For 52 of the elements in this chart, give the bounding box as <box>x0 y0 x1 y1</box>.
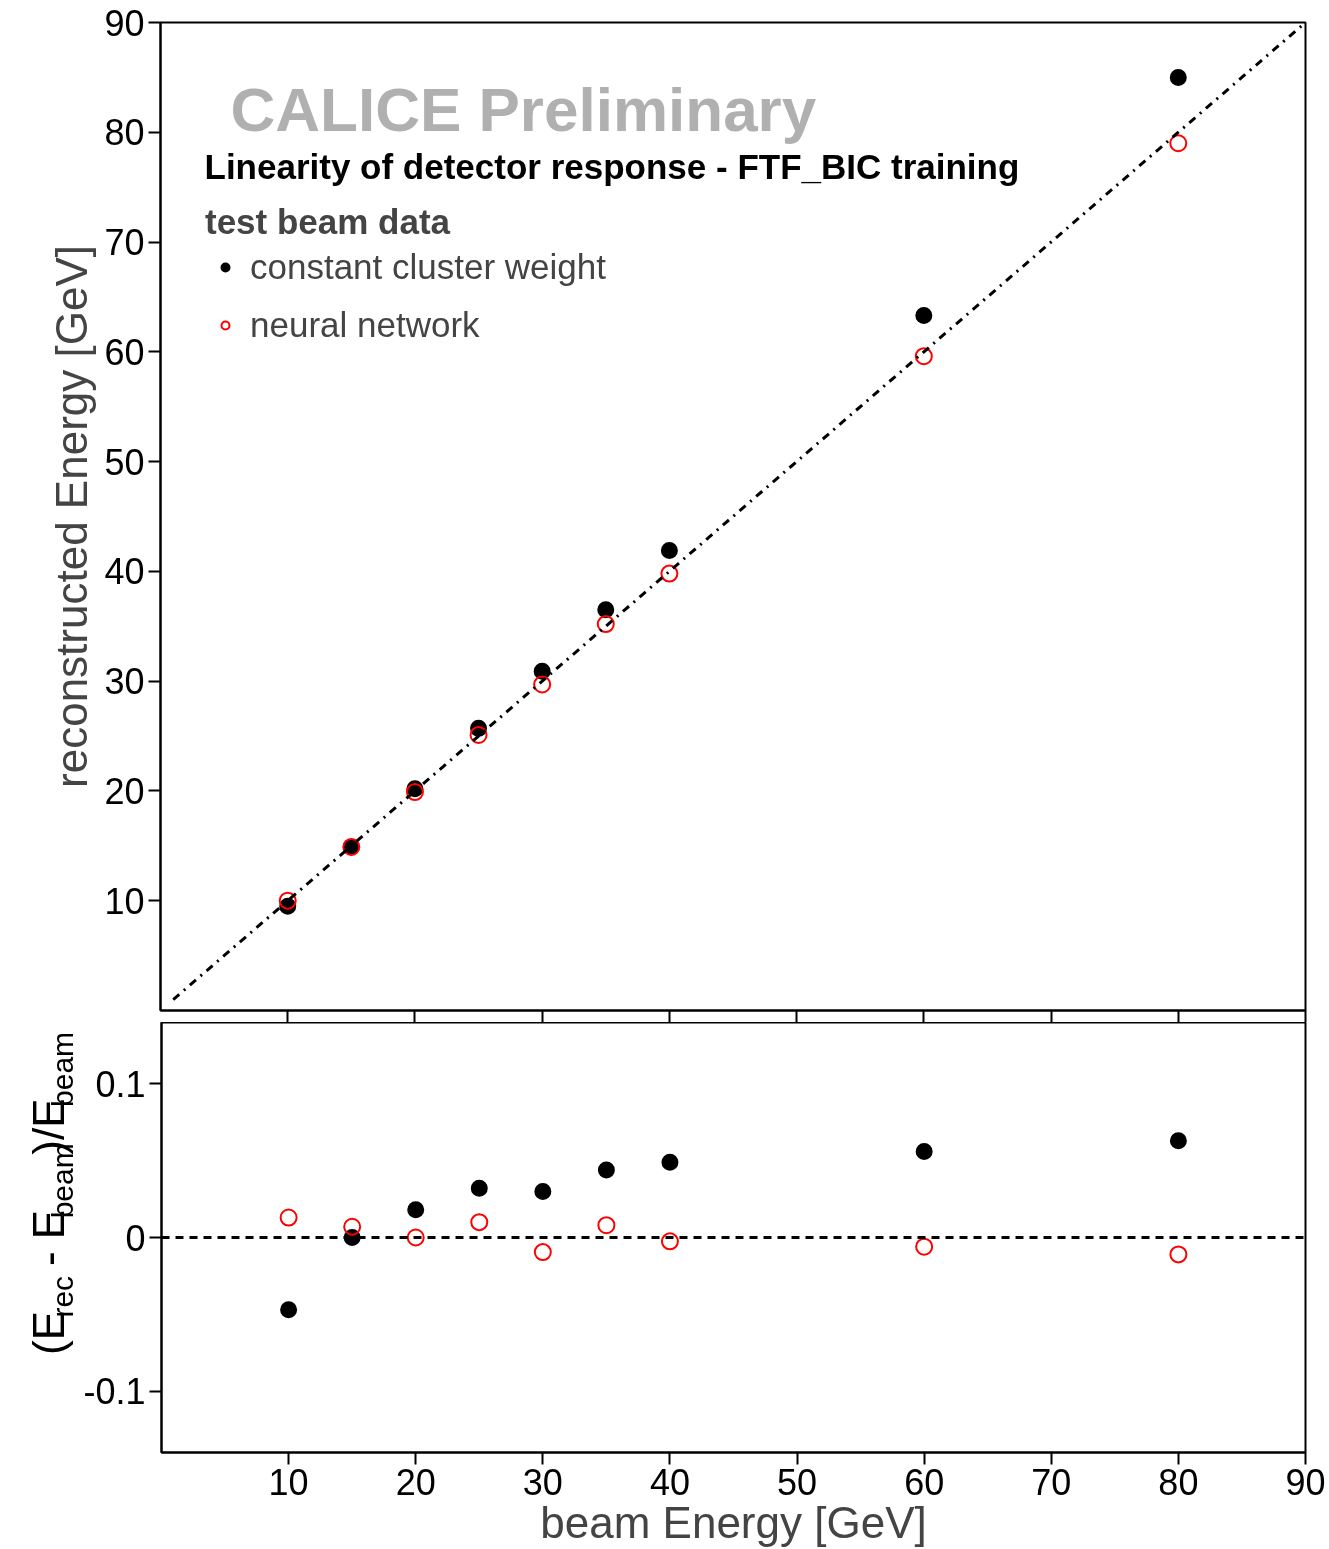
point <box>660 564 679 583</box>
x-tick-label: 90 <box>1285 1461 1326 1503</box>
y-tick-label: 0.1 <box>95 1063 146 1105</box>
y-tick-label: -0.1 <box>83 1371 146 1413</box>
point <box>533 675 552 694</box>
y-tick-label: 50 <box>104 441 145 483</box>
point <box>278 891 297 910</box>
point <box>1169 1132 1187 1150</box>
point <box>470 1213 489 1232</box>
annotation: CALICE Preliminary <box>230 74 817 144</box>
point <box>915 1143 933 1160</box>
legend-label: constant cluster weight <box>250 247 607 287</box>
annotation: Linearity of detector response - FTF_BIC training <box>204 146 1020 186</box>
point <box>914 347 933 366</box>
y-tick-label: 60 <box>104 331 145 373</box>
point <box>407 1201 425 1219</box>
y-tick-label: 90 <box>104 2 145 44</box>
point <box>469 725 488 744</box>
point <box>660 1232 679 1251</box>
x-tick-label: 80 <box>1158 1461 1199 1503</box>
point <box>470 1179 488 1197</box>
y-tick-label: 10 <box>104 880 145 922</box>
x-tick-label: 10 <box>268 1461 309 1503</box>
legend-title: test beam data <box>205 202 452 242</box>
point <box>1169 1245 1188 1264</box>
point <box>343 1217 362 1236</box>
point <box>1169 134 1188 153</box>
point <box>405 783 424 802</box>
legend-label: neural network <box>250 305 480 345</box>
point <box>915 307 933 325</box>
y-tick-label: 20 <box>104 770 145 812</box>
point <box>280 1301 298 1319</box>
point <box>533 1243 552 1262</box>
point <box>406 1228 425 1247</box>
point <box>915 1237 934 1256</box>
point <box>661 1153 679 1171</box>
point <box>596 615 615 634</box>
x-tick-label: 70 <box>1031 1461 1072 1503</box>
y-tick-label: 80 <box>104 112 145 154</box>
y-tick-label: 40 <box>104 551 145 593</box>
y-tick-label: 30 <box>104 661 145 703</box>
point <box>597 601 615 619</box>
point <box>1169 68 1187 86</box>
point <box>534 1182 552 1200</box>
point <box>279 1208 298 1227</box>
point <box>597 1161 615 1179</box>
point <box>597 1216 616 1235</box>
y-axis-title: reconstructed Energy [GeV] <box>47 245 97 788</box>
x-tick-label: 20 <box>395 1461 436 1503</box>
y-tick-label: 0 <box>125 1217 146 1259</box>
point <box>660 542 678 560</box>
y-tick-label: 70 <box>104 222 145 264</box>
